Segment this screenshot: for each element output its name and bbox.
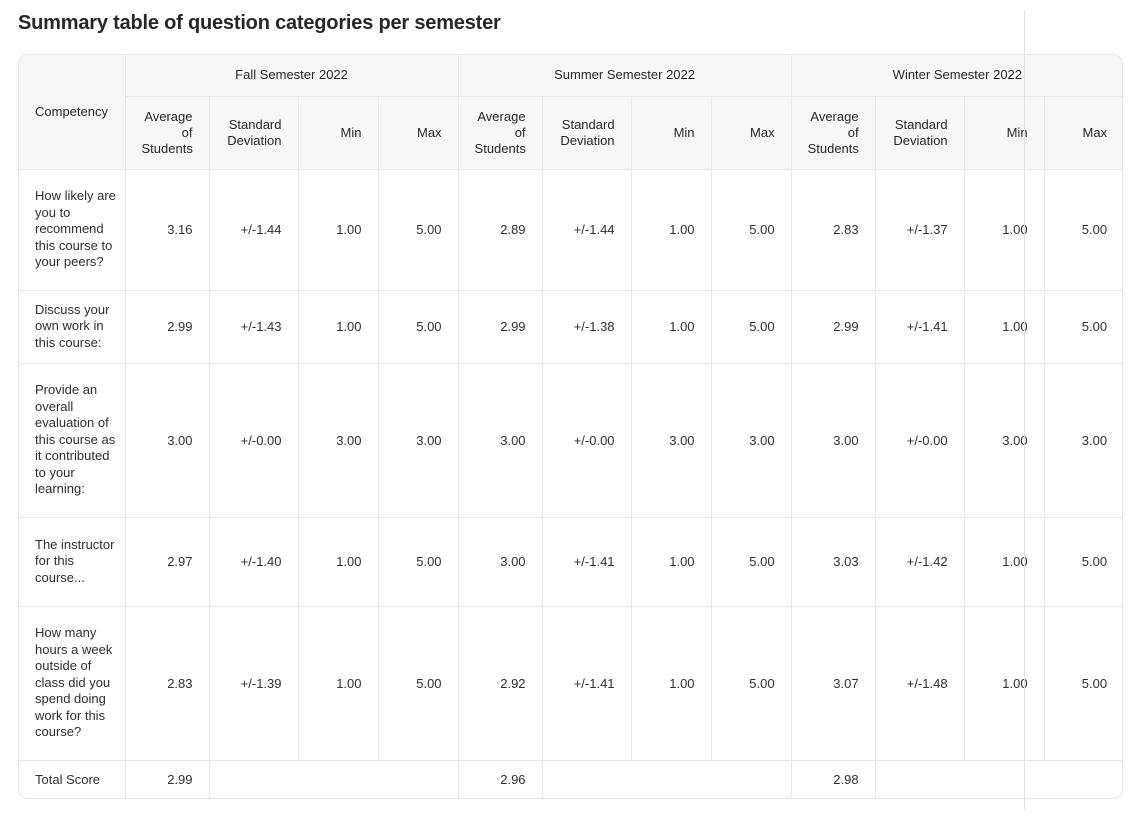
min-cell: 3.00 (964, 363, 1045, 518)
max-cell: 5.00 (1044, 517, 1122, 607)
max-header: Max (1044, 96, 1122, 170)
min-cell: 1.00 (964, 606, 1045, 761)
competency-cell: How many hours a week outside of class d… (19, 606, 126, 761)
semester-header-summer: Summer Semester 2022 (458, 55, 792, 97)
sd-cell: +/-0.00 (542, 363, 632, 518)
max-cell: 5.00 (378, 606, 459, 761)
competency-cell: Provide an overall evaluation of this co… (19, 363, 126, 518)
max-header: Max (711, 96, 792, 170)
avg-header: Average of Students (791, 96, 876, 170)
sd-cell: +/-1.43 (209, 290, 299, 364)
min-header: Min (631, 96, 712, 170)
avg-cell: 2.99 (458, 290, 543, 364)
avg-cell: 3.03 (791, 517, 876, 607)
avg-cell: 2.99 (125, 290, 210, 364)
avg-cell: 2.83 (791, 169, 876, 291)
min-cell: 3.00 (631, 363, 712, 518)
max-cell: 5.00 (711, 517, 792, 607)
sd-header: Standard Deviation (875, 96, 965, 170)
min-cell: 1.00 (298, 169, 379, 291)
table-row: How likely are you to recommend this cou… (19, 169, 1122, 291)
competency-cell: The instructor for this course... (19, 517, 126, 607)
sd-cell: +/-1.41 (875, 290, 965, 364)
semester-header-winter: Winter Semester 2022 (791, 55, 1122, 97)
min-cell: 1.00 (298, 290, 379, 364)
max-cell: 5.00 (711, 290, 792, 364)
total-avg-cell: 2.96 (458, 760, 543, 798)
min-header: Min (298, 96, 379, 170)
min-cell: 3.00 (298, 363, 379, 518)
sd-cell: +/-1.40 (209, 517, 299, 607)
min-header: Min (964, 96, 1045, 170)
total-row: Total Score 2.99 2.96 2.98 (19, 760, 1122, 798)
avg-cell: 2.92 (458, 606, 543, 761)
max-cell: 5.00 (711, 169, 792, 291)
table-row: Discuss your own work in this course: 2.… (19, 290, 1122, 364)
max-cell: 5.00 (1044, 290, 1122, 364)
min-cell: 1.00 (631, 169, 712, 291)
max-cell: 5.00 (711, 606, 792, 761)
avg-cell: 2.83 (125, 606, 210, 761)
total-avg-cell: 2.99 (125, 760, 210, 798)
min-cell: 1.00 (631, 517, 712, 607)
sd-cell: +/-1.44 (542, 169, 632, 291)
max-cell: 3.00 (1044, 363, 1122, 518)
sd-cell: +/-1.48 (875, 606, 965, 761)
semester-header-fall: Fall Semester 2022 (125, 55, 459, 97)
avg-cell: 3.00 (458, 517, 543, 607)
avg-cell: 3.16 (125, 169, 210, 291)
max-header: Max (378, 96, 459, 170)
sd-header: Standard Deviation (209, 96, 299, 170)
vertical-divider (1024, 10, 1025, 810)
max-cell: 3.00 (711, 363, 792, 518)
sd-cell: +/-1.41 (542, 517, 632, 607)
competency-cell: Discuss your own work in this course: (19, 290, 126, 364)
min-cell: 1.00 (298, 517, 379, 607)
min-cell: 1.00 (298, 606, 379, 761)
max-cell: 5.00 (378, 290, 459, 364)
total-label: Total Score (19, 760, 126, 798)
competency-header: Competency (19, 55, 126, 170)
empty-cell (209, 760, 459, 798)
empty-cell (875, 760, 1122, 798)
min-cell: 1.00 (964, 290, 1045, 364)
table-row: The instructor for this course... 2.97 +… (19, 517, 1122, 607)
sd-cell: +/-1.39 (209, 606, 299, 761)
avg-header: Average of Students (458, 96, 543, 170)
sd-header: Standard Deviation (542, 96, 632, 170)
avg-cell: 3.00 (458, 363, 543, 518)
min-cell: 1.00 (631, 290, 712, 364)
avg-cell: 3.07 (791, 606, 876, 761)
min-cell: 1.00 (964, 169, 1045, 291)
min-cell: 1.00 (631, 606, 712, 761)
summary-table: Competency Fall Semester 2022 Summer Sem… (19, 55, 1122, 798)
avg-cell: 3.00 (791, 363, 876, 518)
max-cell: 5.00 (378, 517, 459, 607)
competency-cell: How likely are you to recommend this cou… (19, 169, 126, 291)
avg-cell: 2.97 (125, 517, 210, 607)
table-row: Provide an overall evaluation of this co… (19, 363, 1122, 518)
sd-cell: +/-0.00 (209, 363, 299, 518)
avg-cell: 2.89 (458, 169, 543, 291)
avg-header: Average of Students (125, 96, 210, 170)
sd-cell: +/-1.44 (209, 169, 299, 291)
avg-cell: 3.00 (125, 363, 210, 518)
sd-cell: +/-1.37 (875, 169, 965, 291)
max-cell: 3.00 (378, 363, 459, 518)
table-row: How many hours a week outside of class d… (19, 606, 1122, 761)
min-cell: 1.00 (964, 517, 1045, 607)
sd-cell: +/-0.00 (875, 363, 965, 518)
max-cell: 5.00 (1044, 169, 1122, 291)
sd-cell: +/-1.42 (875, 517, 965, 607)
avg-cell: 2.99 (791, 290, 876, 364)
page-title: Summary table of question categories per… (18, 12, 501, 34)
sd-cell: +/-1.41 (542, 606, 632, 761)
sd-cell: +/-1.38 (542, 290, 632, 364)
total-avg-cell: 2.98 (791, 760, 876, 798)
summary-table-card: Competency Fall Semester 2022 Summer Sem… (18, 54, 1123, 799)
empty-cell (542, 760, 792, 798)
max-cell: 5.00 (1044, 606, 1122, 761)
max-cell: 5.00 (378, 169, 459, 291)
